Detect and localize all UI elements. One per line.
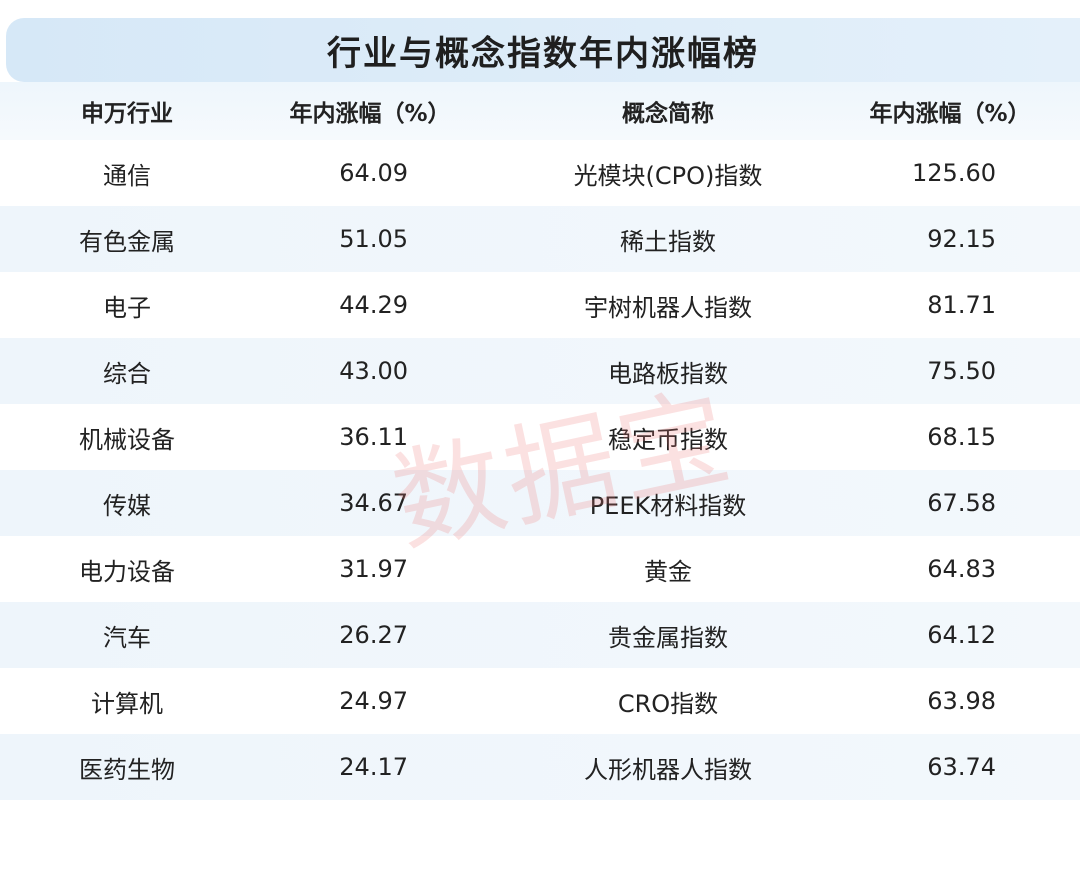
concept-gain-cell: 125.60 [912,159,996,187]
industry-cell: 传媒 [103,491,151,520]
concept-gain-cell: 67.58 [927,489,996,517]
industry-cell: 医药生物 [79,755,175,784]
table-header: 申万行业 年内涨幅（%） 概念简称 年内涨幅（%） [0,82,1080,140]
industry-cell: 电子 [103,293,151,322]
table-row: 汽车 26.27 贵金属指数 64.12 [0,602,1080,668]
concept-gain-cell: 68.15 [927,423,996,451]
table-row: 电子 44.29 宇树机器人指数 81.71 [0,272,1080,338]
header-concept-gain: 年内涨幅（%） [869,101,1031,127]
table-row: 机械设备 36.11 稳定币指数 68.15 [0,404,1080,470]
concept-cell: 电路板指数 [608,359,728,388]
concept-cell: 黄金 [644,557,692,586]
table-row: 通信 64.09 光模块(CPO)指数 125.60 [0,140,1080,206]
industry-cell: 通信 [103,161,151,190]
header-concept: 概念简称 [622,101,714,127]
table-row: 计算机 24.97 CRO指数 63.98 [0,668,1080,734]
concept-cell: 贵金属指数 [608,623,728,652]
table-row: 医药生物 24.17 人形机器人指数 63.74 [0,734,1080,800]
concept-gain-cell: 81.71 [927,291,996,319]
industry-gain-cell: 44.29 [339,291,408,319]
table-row: 综合 43.00 电路板指数 75.50 [0,338,1080,404]
concept-cell: 人形机器人指数 [584,755,752,784]
industry-cell: 机械设备 [79,425,175,454]
concept-cell: 光模块(CPO)指数 [573,161,763,190]
title-bar: 行业与概念指数年内涨幅榜 [6,18,1080,82]
industry-gain-cell: 36.11 [339,423,408,451]
header-industry-gain: 年内涨幅（%） [289,101,451,127]
industry-gain-cell: 43.00 [339,357,408,385]
industry-gain-cell: 64.09 [339,159,408,187]
concept-cell: 宇树机器人指数 [584,293,752,322]
concept-cell: PEEK材料指数 [589,491,747,520]
concept-gain-cell: 75.50 [927,357,996,385]
concept-gain-cell: 63.98 [927,687,996,715]
industry-gain-cell: 24.17 [339,753,408,781]
concept-cell: 稳定币指数 [608,425,728,454]
ranking-table: 申万行业 年内涨幅（%） 概念简称 年内涨幅（%） 通信 64.09 光模块(CPO… [0,82,1080,800]
industry-gain-cell: 51.05 [339,225,408,253]
industry-cell: 汽车 [103,623,151,652]
industry-gain-cell: 34.67 [339,489,408,517]
table-row: 电力设备 31.97 黄金 64.83 [0,536,1080,602]
header-industry: 申万行业 [81,101,173,127]
table-row: 传媒 34.67 PEEK材料指数 67.58 [0,470,1080,536]
concept-gain-cell: 63.74 [927,753,996,781]
concept-gain-cell: 64.12 [927,621,996,649]
concept-cell: 稀土指数 [620,227,716,256]
page-title: 行业与概念指数年内涨幅榜 [327,33,759,74]
industry-gain-cell: 26.27 [339,621,408,649]
industry-gain-cell: 31.97 [339,555,408,583]
industry-cell: 有色金属 [79,227,175,256]
industry-cell: 电力设备 [79,557,175,586]
table-row: 有色金属 51.05 稀土指数 92.15 [0,206,1080,272]
concept-cell: CRO指数 [617,689,719,718]
industry-gain-cell: 24.97 [339,687,408,715]
concept-gain-cell: 92.15 [927,225,996,253]
concept-gain-cell: 64.83 [927,555,996,583]
industry-cell: 综合 [103,359,151,388]
industry-cell: 计算机 [91,689,163,718]
